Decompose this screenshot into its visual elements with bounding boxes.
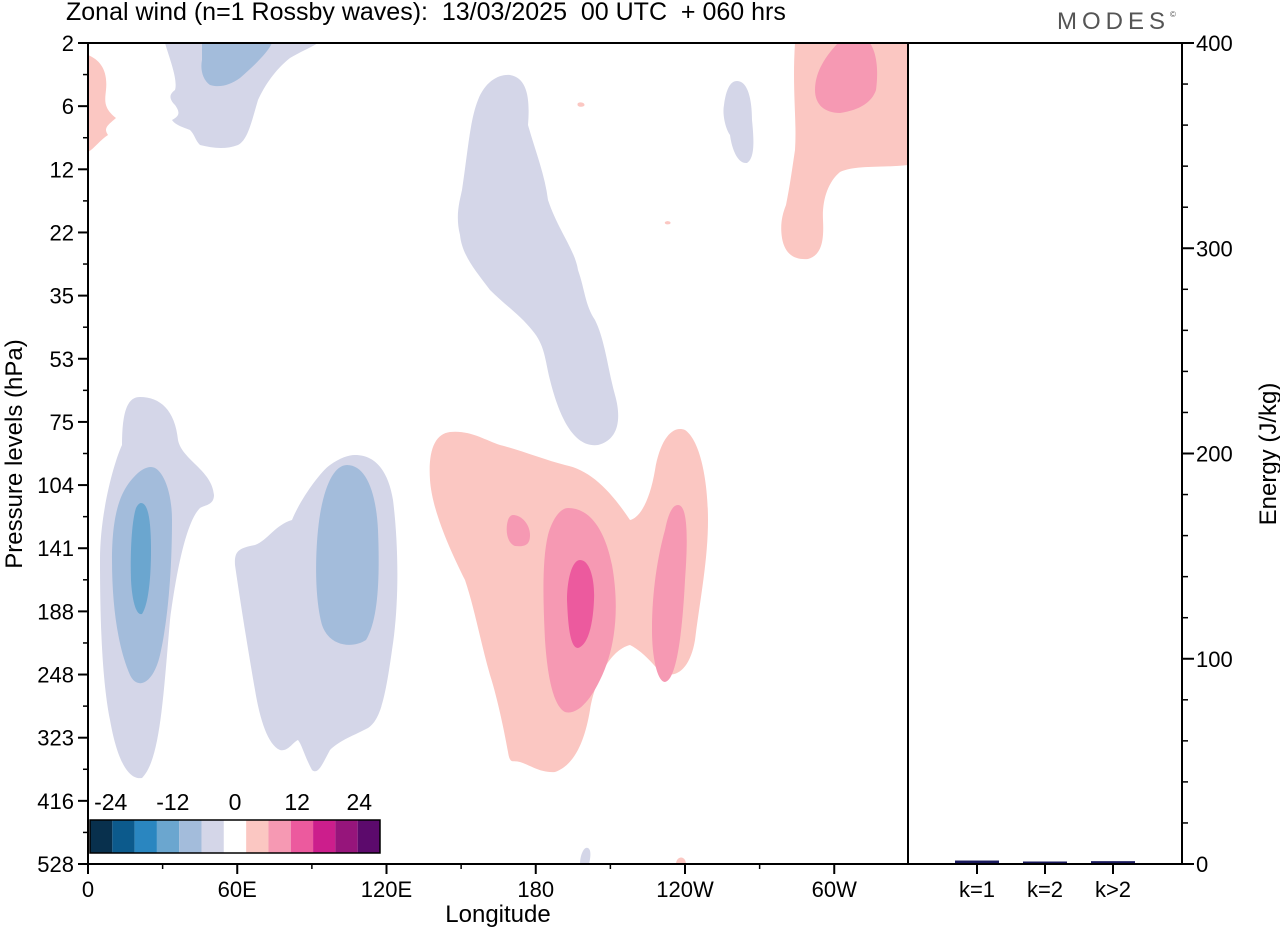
y-tick-label: 12 — [50, 157, 74, 182]
y-tick-label: 75 — [50, 410, 74, 435]
contour-region — [567, 560, 595, 648]
colorbar-swatch — [246, 820, 269, 853]
x-tick-label: 60E — [218, 877, 257, 902]
colorbar-swatch — [223, 820, 247, 853]
colorbar-swatch — [357, 820, 380, 853]
colorbar-label: -12 — [156, 789, 189, 815]
y-tick-label: 141 — [37, 536, 74, 561]
contour-region — [664, 221, 671, 225]
contour-region — [580, 847, 591, 864]
y-tick-label: 248 — [37, 663, 74, 688]
colorbar-swatch — [134, 820, 157, 853]
colorbar-swatch — [179, 820, 202, 853]
energy-bars — [955, 860, 1135, 864]
contour-region — [815, 43, 878, 113]
y-tick-label: 2 — [62, 31, 74, 56]
contour-region — [130, 503, 151, 615]
x-tick-label: 180 — [517, 877, 554, 902]
y-tick-label: 104 — [37, 473, 74, 498]
y-tick-label: 22 — [50, 220, 74, 245]
contour-region — [652, 505, 687, 682]
energy-bar — [955, 860, 999, 864]
y-tick-label: 6 — [62, 94, 74, 119]
colorbar-swatch — [90, 820, 113, 853]
contour-region — [676, 857, 686, 864]
colorbar: -24 -12 0 12 24 — [88, 785, 384, 855]
contour-region — [201, 43, 272, 87]
energy-tick-label: 400 — [1196, 31, 1233, 56]
y-tick-label: 323 — [37, 726, 74, 751]
energy-category-label: k=2 — [1027, 877, 1063, 902]
contour-region — [506, 515, 530, 547]
brand-name: MODES — [1057, 8, 1171, 35]
energy-tick-label: 200 — [1196, 442, 1233, 467]
colorbar-label: 24 — [346, 789, 372, 815]
colorbar-swatch — [156, 820, 180, 853]
energy-axes: 0 100 200 300 400 k=1 k=2 k>2 — [908, 31, 1233, 902]
contour-region — [457, 74, 619, 446]
x-tick-label: 0 — [82, 877, 94, 902]
x-axis-title: Longitude — [445, 901, 550, 928]
colorbar-swatch — [201, 820, 224, 853]
colorbar-label: 12 — [284, 789, 310, 815]
y-tick-label: 35 — [50, 284, 74, 309]
contour-region — [316, 465, 379, 645]
y-tick-label: 528 — [37, 852, 74, 877]
contour-region — [781, 43, 908, 260]
energy-bar — [1091, 861, 1135, 864]
energy-category-label: k=1 — [959, 877, 995, 902]
contour-region — [723, 81, 754, 164]
x-tick-label: 120W — [656, 877, 714, 902]
contour-region — [577, 102, 585, 107]
y-tick-label: 416 — [37, 789, 74, 814]
y-axis-title: Pressure levels (hPa) — [1, 339, 28, 568]
colorbar-swatch — [290, 820, 314, 853]
colorbar-label: -24 — [94, 789, 127, 815]
y-tick-label: 188 — [37, 599, 74, 624]
energy-category-label: k>2 — [1095, 877, 1131, 902]
contour-region — [88, 55, 116, 152]
colorbar-swatch — [335, 820, 358, 853]
energy-tick-label: 300 — [1196, 236, 1233, 261]
colorbar-label: 0 — [229, 789, 242, 815]
energy-tick-label: 0 — [1196, 852, 1208, 877]
y-tick-label: 53 — [50, 347, 74, 372]
brand-mark: © — [1170, 10, 1176, 19]
x-tick-label: 120E — [361, 877, 412, 902]
energy-axis-title: Energy (J/kg) — [1255, 383, 1280, 526]
chart-title: Zonal wind (n=1 Rossby waves): 13/03/202… — [66, 0, 786, 26]
energy-tick-label: 100 — [1196, 647, 1233, 672]
x-tick-label: 60W — [812, 877, 857, 902]
brand-logo: MODES© — [1057, 8, 1176, 36]
colorbar-swatch — [268, 820, 291, 853]
colorbar-swatch — [313, 820, 336, 853]
energy-bar — [1023, 861, 1067, 864]
colorbar-swatch — [112, 820, 135, 853]
contour-field — [88, 43, 908, 864]
colorbar-frame — [89, 819, 381, 854]
